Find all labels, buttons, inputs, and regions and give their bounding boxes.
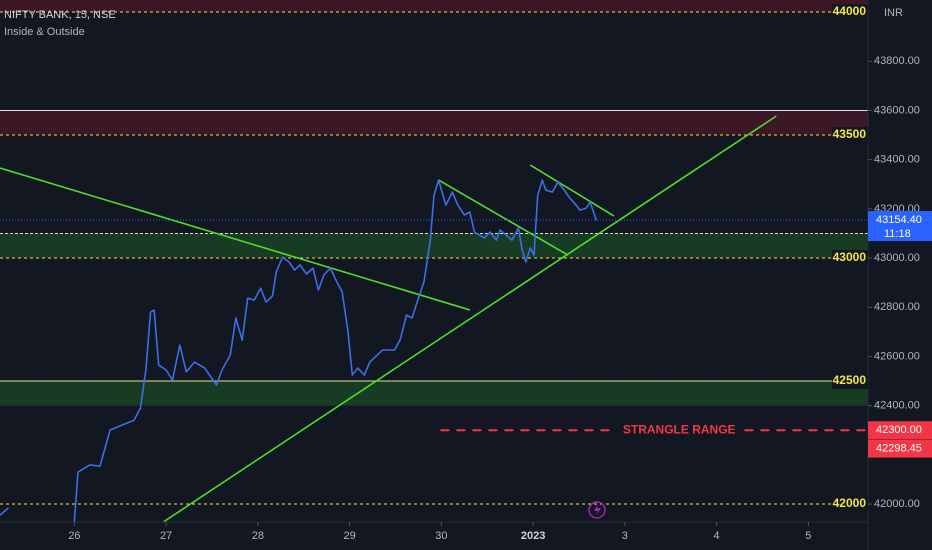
trendline — [438, 179, 569, 256]
x-tick-label: 4 — [714, 530, 720, 542]
y-tick-label: 42600.00 — [874, 350, 920, 362]
x-tick-label: 27 — [160, 530, 172, 542]
x-tick-label: 5 — [805, 530, 811, 542]
indicator-name: Inside & Outside — [4, 26, 85, 38]
y-tick-label: 43600.00 — [874, 104, 920, 116]
zone — [0, 233, 868, 259]
alert-tag — [868, 439, 932, 458]
x-tick-label: 30 — [435, 530, 447, 542]
price-line — [0, 179, 598, 522]
level-label: 43500 — [833, 127, 867, 141]
zone — [0, 381, 868, 406]
level-label-box — [832, 373, 868, 390]
trendline — [0, 167, 471, 311]
event-icon[interactable] — [594, 504, 601, 516]
level-label-box — [832, 4, 868, 21]
price-tag — [868, 211, 932, 242]
zone — [0, 0, 868, 13]
level-label: 42500 — [833, 373, 867, 387]
trendline — [529, 164, 615, 217]
x-tick-label: 26 — [68, 530, 80, 542]
strangle-label: STRANGLE RANGE — [623, 422, 736, 436]
y-tick-label: 43400.00 — [874, 154, 920, 166]
level-label-box — [832, 250, 868, 267]
alert-tag — [868, 421, 932, 440]
x-tick-label: 2023 — [521, 530, 545, 542]
strangle-label-bg — [614, 422, 744, 437]
chart-title: NIFTY BANK, 15, NSE — [4, 9, 116, 21]
price-tag-time: 11:18 — [884, 228, 911, 240]
y-tick-label: 43800.00 — [874, 55, 920, 67]
level-label: 43000 — [833, 250, 867, 264]
plot-area: STRANGLE RANGE — [0, 0, 868, 522]
y-tick-label: 43000.00 — [874, 252, 920, 264]
level-label: 44000 — [833, 4, 867, 18]
axes: 440004350043000425004200042000.0042200.0… — [68, 4, 932, 542]
alert-tag-label: 42300.00 — [876, 424, 922, 436]
level-label-box — [832, 496, 868, 513]
x-tick-label: 3 — [622, 530, 628, 542]
trendline — [162, 115, 777, 522]
event-icon[interactable] — [588, 501, 606, 519]
y-tick-label: 42000.00 — [874, 498, 920, 510]
alert-tag-label: 42298.45 — [876, 443, 922, 455]
currency: INR — [884, 7, 903, 19]
y-tick-label: 42400.00 — [874, 400, 920, 412]
x-tick-label: 29 — [343, 530, 355, 542]
x-tick-label: 28 — [252, 530, 264, 542]
zone — [0, 110, 868, 136]
y-tick-label: 42800.00 — [874, 301, 920, 313]
level-label-box — [832, 127, 868, 144]
price-tag-label: 43154.40 — [876, 214, 922, 226]
level-label: 42000 — [833, 496, 867, 510]
